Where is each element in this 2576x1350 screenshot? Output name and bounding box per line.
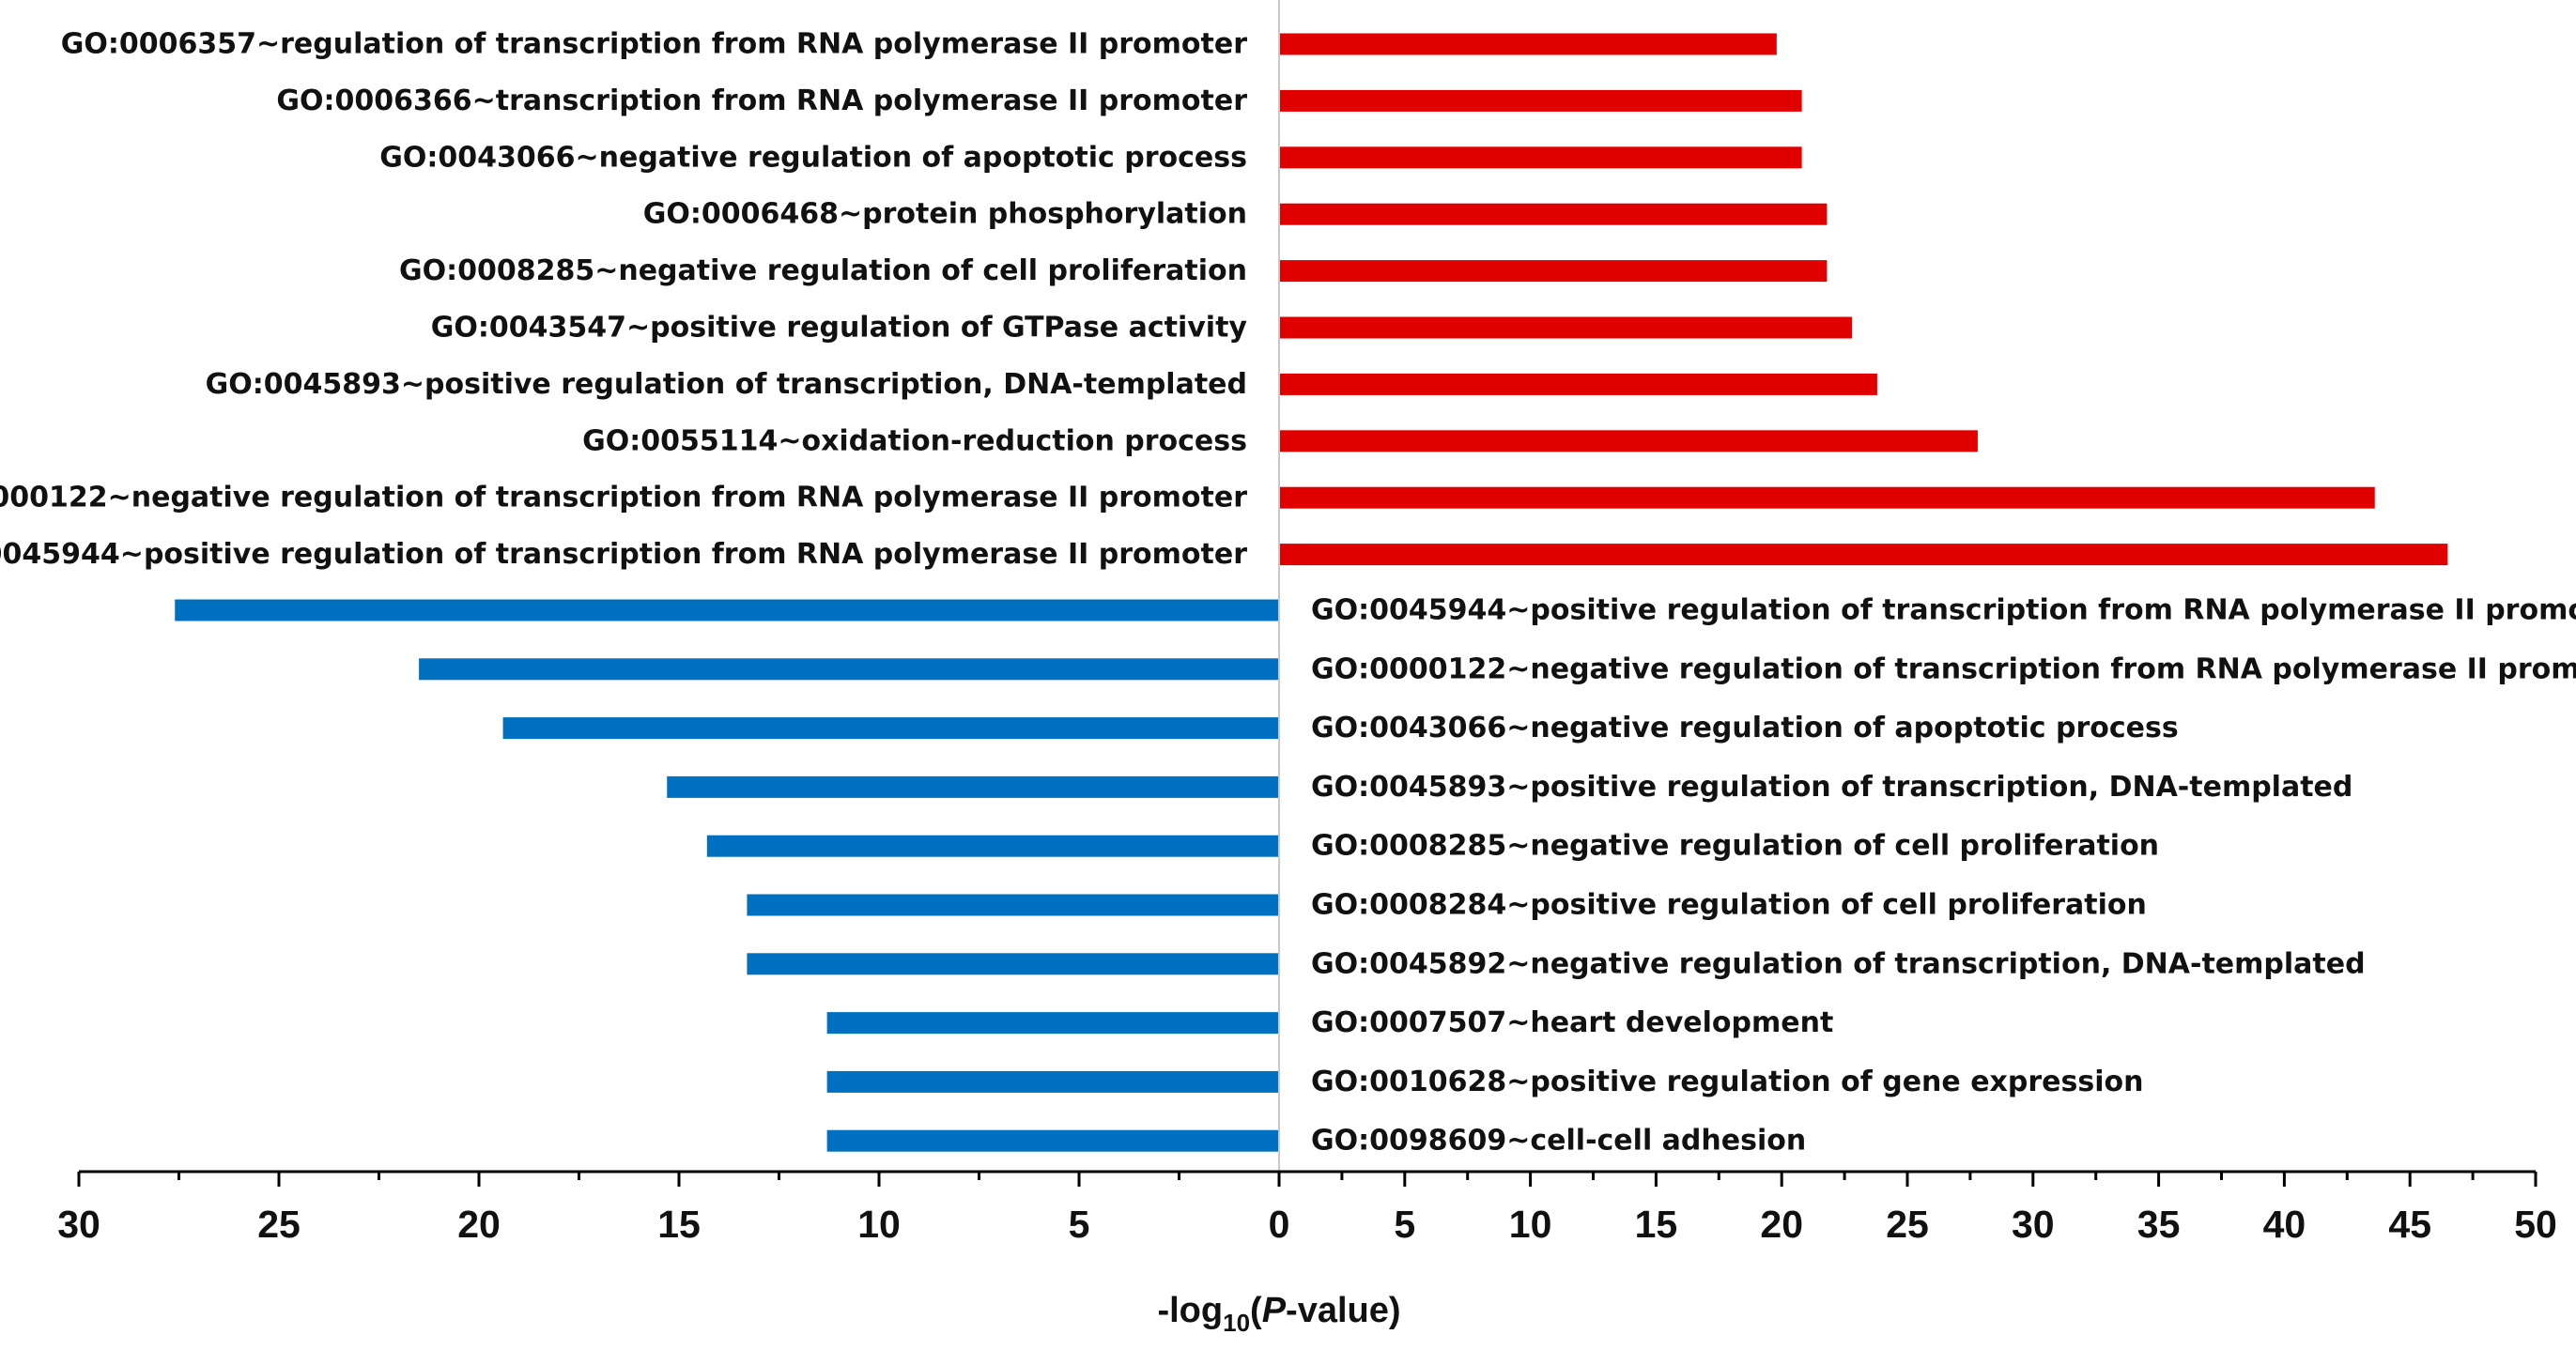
label-up-10: GO:0045944~positive regulation of transc… xyxy=(0,538,1247,571)
x-tick-label-left: 15 xyxy=(657,1203,701,1246)
label-up-8: GO:0055114~oxidation-reduction process xyxy=(582,424,1247,457)
bar-down-1 xyxy=(175,599,1280,621)
bar-up-9 xyxy=(1279,486,2375,509)
bar-down-6 xyxy=(747,894,1279,916)
category-labels: GO:0006357~regulation of transcription f… xyxy=(0,28,2576,1158)
x-tick-label-right: 50 xyxy=(2514,1203,2557,1246)
label-up-3: GO:0043066~negative regulation of apopto… xyxy=(379,141,1247,174)
x-tick-label-left: 5 xyxy=(1069,1203,1090,1246)
label-up-1: GO:0006357~regulation of transcription f… xyxy=(61,28,1247,61)
bar-up-1 xyxy=(1279,33,1777,55)
label-down-8: GO:0007507~heart development xyxy=(1311,1006,1833,1039)
x-axis-title: -log10(P-value) xyxy=(1157,1291,1400,1337)
bar-up-10 xyxy=(1279,544,2448,566)
bar-up-5 xyxy=(1279,260,1828,283)
bar-up-3 xyxy=(1279,146,1802,169)
upregulated-bars xyxy=(1279,33,2448,566)
x-tick-label-right: 20 xyxy=(1760,1203,1803,1246)
bar-down-4 xyxy=(667,775,1279,798)
downregulated-bars xyxy=(175,599,1280,1152)
x-tick-label-right: 40 xyxy=(2263,1203,2306,1246)
bar-down-7 xyxy=(747,953,1279,975)
bar-down-8 xyxy=(826,1012,1279,1035)
label-down-2: GO:0000122~negative regulation of transc… xyxy=(1311,652,2576,685)
label-up-9: GO:0000122~negative regulation of transc… xyxy=(0,482,1247,514)
label-down-9: GO:0010628~positive regulation of gene e… xyxy=(1311,1066,2143,1098)
bar-up-8 xyxy=(1279,430,1978,453)
bar-up-7 xyxy=(1279,373,1877,395)
label-up-2: GO:0006366~transcription from RNA polyme… xyxy=(276,84,1247,117)
label-up-7: GO:0045893~positive regulation of transc… xyxy=(206,368,1247,401)
x-tick-label-left: 25 xyxy=(257,1203,301,1246)
label-down-5: GO:0008285~negative regulation of cell p… xyxy=(1311,830,2159,863)
bar-up-4 xyxy=(1279,203,1828,225)
x-tick-label-right: 45 xyxy=(2388,1203,2431,1246)
label-up-4: GO:0006468~protein phosphorylation xyxy=(643,198,1247,231)
bar-up-6 xyxy=(1279,316,1853,339)
label-up-5: GO:0008285~negative regulation of cell p… xyxy=(399,254,1247,287)
x-tick-label-right: 15 xyxy=(1635,1203,1678,1246)
x-tick-label-right: 35 xyxy=(2137,1203,2181,1246)
label-down-1: GO:0045944~positive regulation of transc… xyxy=(1311,594,2576,627)
label-down-4: GO:0045893~positive regulation of transc… xyxy=(1311,771,2352,804)
x-tick-label-right: 25 xyxy=(1886,1203,1929,1246)
label-down-3: GO:0043066~negative regulation of apopto… xyxy=(1311,712,2179,744)
bar-down-10 xyxy=(826,1129,1279,1152)
x-axis: 30 25 20 15 10 5 0 5 10 15 20 25 30 35 40 45 50 xyxy=(57,1170,2557,1246)
bar-down-5 xyxy=(706,835,1279,857)
label-down-6: GO:0008284~positive regulation of cell p… xyxy=(1311,889,2147,922)
bar-down-3 xyxy=(502,717,1279,740)
bar-down-2 xyxy=(419,658,1280,681)
bar-up-2 xyxy=(1279,89,1802,112)
x-tick-label-right: 5 xyxy=(1394,1203,1415,1246)
x-tick-label-right: 10 xyxy=(1509,1203,1552,1246)
x-tick-label-right: 30 xyxy=(2012,1203,2055,1246)
label-down-7: GO:0045892~negative regulation of transc… xyxy=(1311,947,2366,980)
x-tick-label-left: 10 xyxy=(857,1203,901,1246)
x-tick-label-left: 0 xyxy=(1269,1203,1290,1246)
label-up-6: GO:0043547~positive regulation of GTPase… xyxy=(431,312,1248,345)
label-down-10: GO:0098609~cell-cell adhesion xyxy=(1311,1125,1806,1158)
x-tick-label-left: 30 xyxy=(57,1203,100,1246)
x-tick-label-left: 20 xyxy=(457,1203,501,1246)
bar-down-9 xyxy=(826,1070,1279,1093)
